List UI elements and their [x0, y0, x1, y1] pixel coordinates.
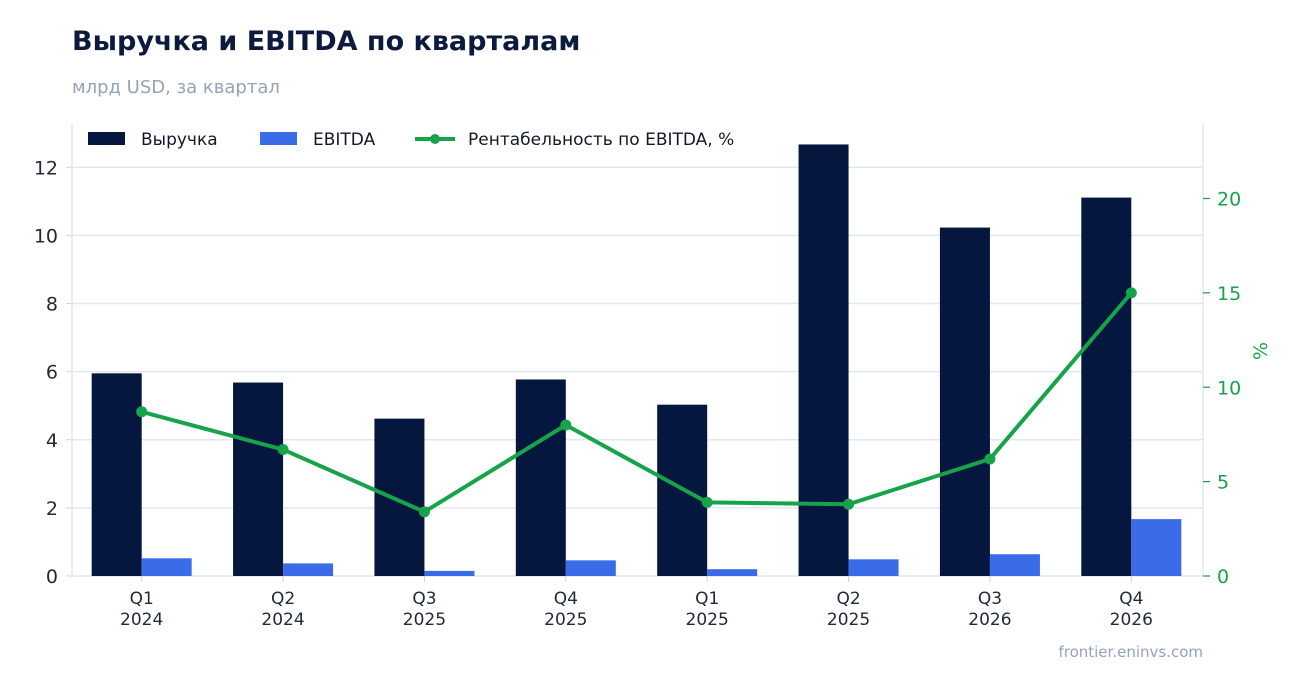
revenue-bar: [374, 418, 425, 576]
revenue-bar: [1081, 197, 1132, 576]
margin-point: [1125, 287, 1137, 299]
ebitda-bar: [565, 560, 616, 576]
source-watermark: frontier.eninvs.com: [1058, 643, 1203, 661]
revenue-bar: [515, 379, 566, 576]
revenue-bar: [91, 373, 142, 576]
chart-subtitle: млрд USD, за квартал: [72, 77, 280, 98]
margin-line: [141, 291, 1133, 514]
ebitda-bar: [141, 558, 192, 576]
x-tick-label-quarter: Q3: [412, 589, 436, 609]
x-tick-label-year: 2024: [261, 610, 304, 630]
x-tick-label-quarter: Q3: [978, 589, 1002, 609]
y-tick-label: 0: [46, 566, 58, 588]
chart-title: Выручка и EBITDA по кварталам: [72, 26, 581, 57]
x-tick-label-quarter: Q2: [836, 589, 860, 609]
ebitda-bar: [707, 569, 758, 576]
x-tick-label-year: 2025: [686, 610, 729, 630]
ebitda-bar: [1131, 519, 1182, 576]
margin-point: [843, 498, 855, 510]
y2-tick-label: 15: [1217, 283, 1241, 305]
x-tick-label-year: 2025: [544, 610, 587, 630]
x-tick-label-year: 2025: [403, 610, 446, 630]
y2-tick-label: 10: [1217, 377, 1241, 399]
x-tick-label-quarter: Q4: [1119, 589, 1143, 609]
legend-ebitda-swatch: [260, 132, 297, 145]
y-tick-label: 4: [46, 430, 58, 452]
y-tick-label: 8: [46, 294, 58, 316]
legend-margin-label: Рентабельность по EBITDA, %: [468, 130, 734, 150]
margin-point: [701, 496, 713, 508]
ebitda-bar: [989, 554, 1040, 576]
y2-tick-label: 0: [1217, 566, 1229, 588]
margin-point: [136, 406, 148, 418]
x-tick-label-year: 2024: [120, 610, 163, 630]
y-tick-label: 12: [34, 157, 58, 179]
margin-point: [984, 453, 996, 465]
revenue-bar: [939, 227, 990, 576]
revenue-bar: [233, 382, 284, 576]
legend-revenue-swatch: [88, 132, 125, 145]
y-tick-label: 10: [34, 225, 58, 247]
x-tick-label-quarter: Q4: [554, 589, 578, 609]
margin-point: [418, 506, 430, 518]
y-tick-label: 6: [46, 362, 58, 384]
x-tick-label-year: 2025: [827, 610, 870, 630]
y2-axis-label: %: [1250, 342, 1272, 360]
x-tick-label-quarter: Q1: [695, 589, 719, 609]
margin-point: [560, 419, 572, 431]
revenue-bar: [798, 144, 849, 577]
ebitda-bar: [283, 563, 334, 576]
x-tick-label-year: 2026: [968, 610, 1011, 630]
legend-ebitda-label: EBITDA: [313, 130, 376, 150]
y-tick-label: 2: [46, 498, 58, 520]
ebitda-bar: [424, 570, 475, 576]
x-tick-label-quarter: Q1: [130, 589, 154, 609]
y2-tick-label: 5: [1217, 472, 1229, 494]
x-tick-label-year: 2026: [1110, 610, 1153, 630]
legend-margin-marker: [430, 134, 440, 144]
x-tick-label-quarter: Q2: [271, 589, 295, 609]
margin-point: [277, 444, 289, 456]
y2-tick-label: 20: [1217, 189, 1241, 211]
ebitda-bar: [848, 559, 899, 576]
legend-revenue-label: Выручка: [141, 130, 218, 150]
